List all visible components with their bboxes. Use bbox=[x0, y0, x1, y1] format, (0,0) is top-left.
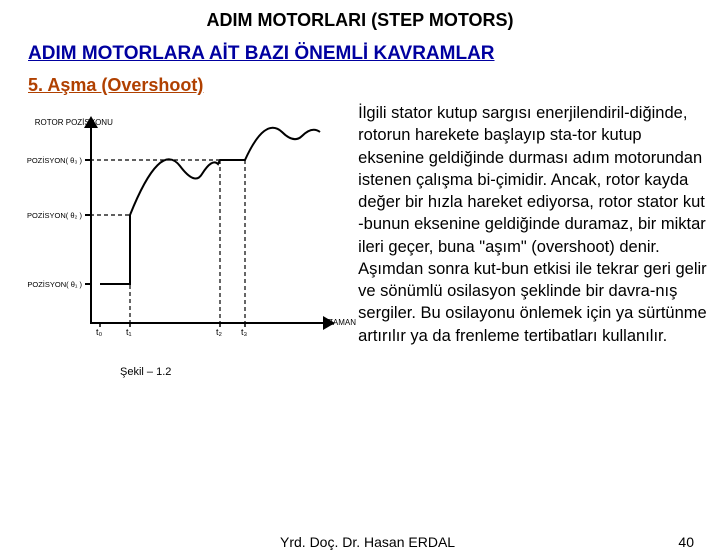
x-tick-label: t₀ bbox=[96, 327, 102, 337]
main-title: ADIM MOTORLARI (STEP MOTORS) bbox=[0, 0, 720, 31]
figure-caption: Şekil – 1.2 bbox=[120, 366, 354, 378]
y-tick bbox=[85, 214, 91, 216]
footer-page: 40 bbox=[678, 534, 694, 550]
x-tick-label: t₃ bbox=[241, 327, 247, 337]
overshoot-chart: ROTOR POZİSYONU ZAMAN POZİSYON( θ₃ )POZİ… bbox=[30, 124, 330, 354]
y-tick-label: POZİSYON( θ₃ ) bbox=[26, 156, 82, 165]
x-tick-label: t₂ bbox=[216, 327, 222, 337]
footer-author: Yrd. Doç. Dr. Hasan ERDAL bbox=[280, 534, 455, 550]
y-tick-label: POZİSYON( θ₁ ) bbox=[26, 280, 82, 289]
figure-column: ROTOR POZİSYONU ZAMAN POZİSYON( θ₃ )POZİ… bbox=[0, 96, 354, 378]
x-tick-label: t₁ bbox=[126, 327, 132, 337]
y-tick bbox=[85, 159, 91, 161]
section-title: 5. Aşma (Overshoot) bbox=[28, 75, 720, 96]
body-text: İlgili stator kutup sargısı enerjilendir… bbox=[354, 96, 720, 378]
y-tick-label: POZİSYON( θ₂ ) bbox=[26, 211, 82, 220]
sub-title: ADIM MOTORLARA AİT BAZI ÖNEMLİ KAVRAMLAR bbox=[28, 43, 720, 65]
content-row: ROTOR POZİSYONU ZAMAN POZİSYON( θ₃ )POZİ… bbox=[0, 96, 720, 378]
x-axis-label: ZAMAN bbox=[328, 318, 356, 327]
y-tick bbox=[85, 283, 91, 285]
